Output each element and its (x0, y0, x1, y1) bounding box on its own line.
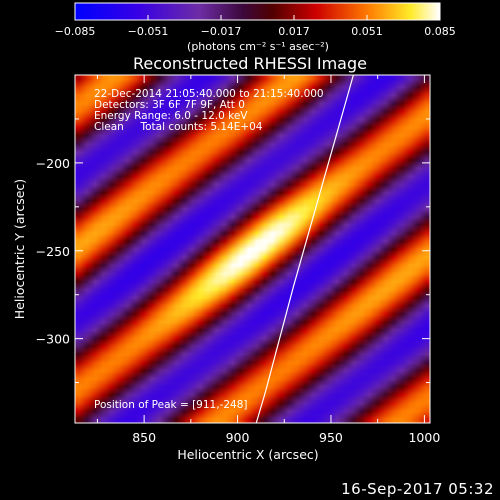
colorbar-label: (photons cm⁻² s⁻¹ asec⁻²) (187, 40, 329, 53)
y-tick-label: −300 (36, 332, 70, 347)
colorbar-ticks: −0.085 −0.051 −0.017 0.017 0.051 0.085 (55, 15, 456, 38)
plot-area: 850 900 950 1000 −200 −250 −300 (36, 74, 440, 445)
annotation-detectors: Detectors: 3F 6F 7F 9F, Att 0 (94, 99, 245, 111)
colorbar: −0.085 −0.051 −0.017 0.017 0.051 0.085 (photo… (55, 2, 456, 53)
annotation-energy-range: Energy Range: 6.0 - 12.0 keV (94, 110, 248, 122)
render-timestamp: 16-Sep-2017 05:32 (341, 480, 494, 498)
colorbar-tick-label: −0.085 (55, 25, 96, 38)
colorbar-tick-label: −0.051 (128, 25, 169, 38)
colorbar-tick-label: 0.085 (424, 25, 456, 38)
annotation-peak-position: Position of Peak = [911,-248] (94, 399, 248, 411)
annotation-time-range: 22-Dec-2014 21:05:40.000 to 21:15:40.000 (94, 88, 324, 100)
annotation-clean-counts: Clean Total counts: 5.14E+04 (94, 121, 263, 133)
annotations: 22-Dec-2014 21:05:40.000 to 21:15:40.000… (94, 88, 324, 411)
colorbar-tick-label: 0.051 (351, 25, 383, 38)
y-axis-label: Heliocentric Y (arcsec) (12, 179, 27, 319)
x-axis-label: Heliocentric X (arcsec) (177, 447, 318, 462)
colorbar-frame (74, 2, 441, 21)
x-tick-label: 950 (319, 430, 343, 445)
solar-limb-curve (255, 74, 354, 424)
axis-ticks: 850 900 950 1000 −200 −250 −300 (36, 75, 440, 445)
y-tick-label: −200 (36, 156, 70, 171)
chart-title: Reconstructed RHESSI Image (133, 54, 367, 73)
colorbar-gradient (75, 3, 440, 20)
y-tick-label: −250 (36, 244, 70, 259)
heatmap-image (75, 75, 430, 423)
x-tick-label: 850 (132, 430, 156, 445)
colorbar-tick-label: −0.017 (201, 25, 242, 38)
plot-frame (74, 74, 431, 424)
x-tick-label: 900 (226, 430, 250, 445)
x-tick-label: 1000 (408, 430, 440, 445)
colorbar-tick-label: 0.017 (278, 25, 310, 38)
